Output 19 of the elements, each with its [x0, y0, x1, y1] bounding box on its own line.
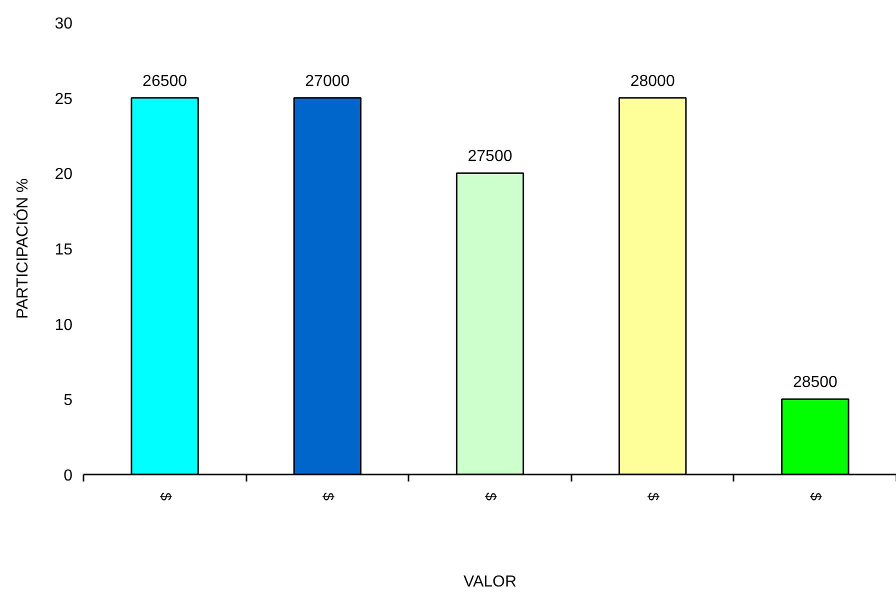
y-axis-title: PARTICIPACIÓN %: [14, 178, 32, 319]
x-tick-label: $: [319, 492, 336, 501]
y-tick-label: 15: [54, 242, 73, 258]
y-tick-label: 25: [54, 90, 73, 108]
x-tick-label: $: [156, 492, 173, 501]
annotation: 28000: [630, 72, 675, 90]
x-tick-label: $: [644, 492, 661, 501]
y-tick-label: 10: [54, 316, 73, 334]
annotation: 26500: [142, 72, 188, 90]
y-tick-label: 30: [54, 16, 73, 32]
y-tick-label: 5: [64, 392, 73, 410]
x-tick-label: $: [807, 492, 824, 501]
y-tick-label: 0: [64, 468, 73, 484]
annotation: 28500: [792, 374, 838, 392]
x-tick-label: $: [482, 492, 498, 501]
annotation: 27500: [468, 148, 512, 166]
annotation: 27000: [305, 72, 350, 90]
x-axis-title: VALOR: [463, 574, 517, 591]
y-tick-label: 20: [54, 166, 73, 184]
